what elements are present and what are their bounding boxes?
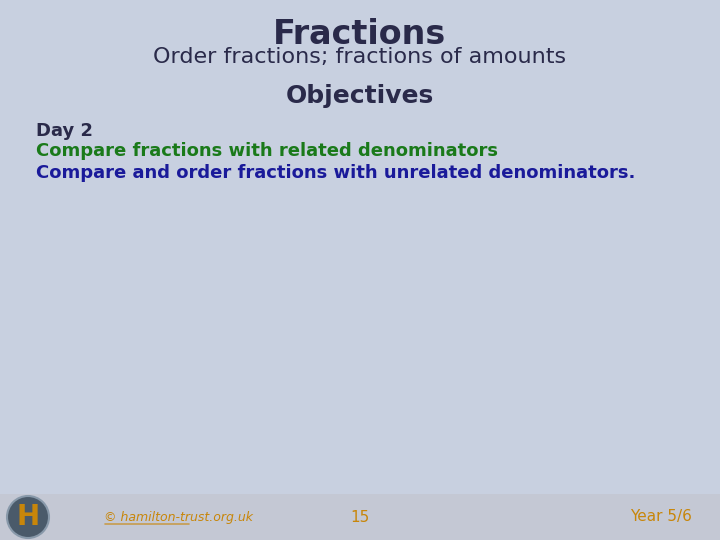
Text: Compare fractions with related denominators: Compare fractions with related denominat… [36,142,498,160]
Bar [0,494,720,540]
Circle shape [7,496,49,538]
Text: Order fractions; fractions of amounts: Order fractions; fractions of amounts [153,47,567,67]
Text: © hamilton-trust.org.uk: © hamilton-trust.org.uk [104,510,253,523]
Text: H: H [17,503,40,531]
Text: Fractions: Fractions [274,18,446,51]
Text: Day 2: Day 2 [36,122,93,140]
Text: 15: 15 [351,510,369,524]
Text: Objectives: Objectives [286,84,434,108]
Text: Year 5/6: Year 5/6 [630,510,692,524]
Text: Compare and order fractions with unrelated denominators.: Compare and order fractions with unrelat… [36,164,635,182]
